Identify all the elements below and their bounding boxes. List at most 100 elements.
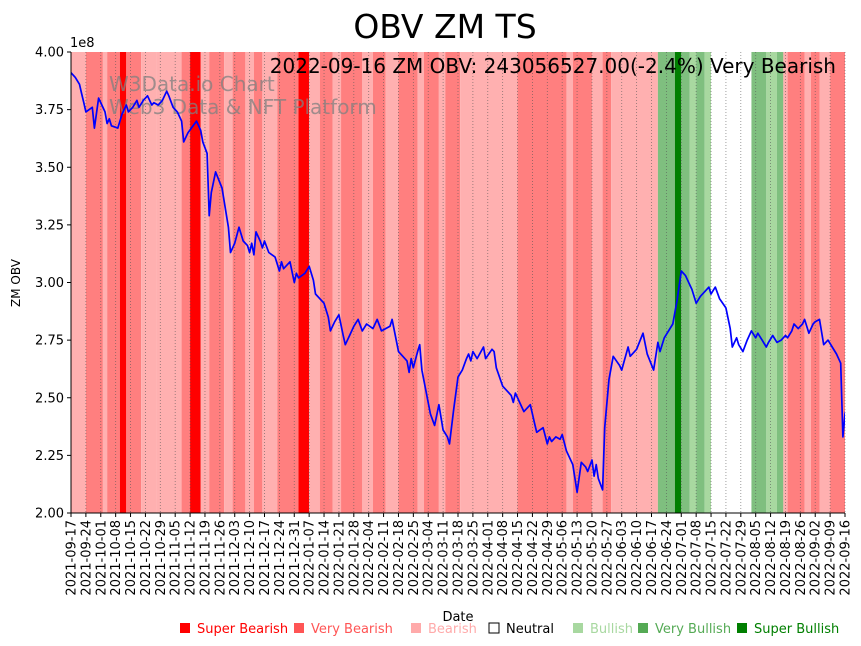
x-tick-label-10: 2021-11-26 [213, 520, 228, 596]
chart-title: OBV ZM TS [353, 7, 536, 46]
signal-band-24 [372, 52, 386, 513]
x-tick-label-25: 2022-03-11 [437, 520, 452, 596]
x-tick-label-3: 2021-10-08 [109, 520, 124, 596]
legend-swatch-0 [180, 623, 190, 633]
x-tick-label-52: 2022-09-16 [839, 520, 854, 596]
signal-band-18 [298, 52, 310, 513]
signal-band-9 [190, 52, 201, 513]
signal-band-43 [704, 52, 712, 513]
x-tick-label-13: 2021-12-17 [258, 520, 273, 596]
legend-label-3: Neutral [506, 622, 554, 637]
signal-band-8 [181, 52, 191, 513]
x-axis-label: Date [442, 610, 473, 625]
signal-band-1 [85, 52, 103, 513]
legend-label-1: Very Bearish [311, 622, 393, 637]
signal-band-46 [766, 52, 777, 513]
signal-band-49 [787, 52, 805, 513]
signal-band-37 [611, 52, 658, 513]
x-tick-label-2: 2021-10-01 [94, 520, 109, 596]
signal-band-33 [566, 52, 573, 513]
signal-band-45 [751, 52, 767, 513]
x-tick-label-29: 2022-04-08 [496, 520, 511, 596]
x-tick-label-34: 2022-05-13 [571, 520, 586, 596]
signal-band-28 [423, 52, 439, 513]
x-tick-label-16: 2022-01-07 [303, 520, 318, 596]
x-tick-label-23: 2022-02-25 [407, 520, 422, 596]
signal-band-20 [319, 52, 333, 513]
signal-band-44 [711, 52, 752, 513]
x-tick-label-11: 2021-12-03 [228, 520, 243, 596]
signal-band-21 [332, 52, 342, 513]
signal-band-27 [417, 52, 424, 513]
x-tick-label-17: 2022-01-14 [318, 520, 333, 596]
legend-label-2: Bearish [428, 622, 477, 637]
x-tick-label-4: 2021-10-15 [124, 520, 139, 596]
y-tick-label-6: 3.50 [35, 161, 64, 176]
x-tick-label-14: 2021-12-24 [273, 520, 288, 596]
legend-swatch-6 [737, 623, 747, 633]
signal-band-41 [689, 52, 697, 513]
signal-band-53 [830, 52, 845, 513]
signal-band-34 [572, 52, 592, 513]
x-tick-label-0: 2021-09-17 [65, 520, 80, 596]
x-tick-label-38: 2022-06-10 [630, 520, 645, 596]
x-gridlines [70, 52, 846, 513]
x-tick-label-8: 2021-11-12 [184, 520, 199, 596]
legend-label-5: Very Bullish [655, 622, 731, 637]
legend: Super Bearish Very Bearish Bearish Neutral B… [180, 622, 839, 637]
x-tick-label-43: 2022-07-15 [705, 520, 720, 596]
signal-band-39 [674, 52, 682, 513]
y-tick-label-0: 2.00 [35, 507, 64, 522]
x-tick-label-45: 2022-07-29 [734, 520, 749, 596]
signal-band-5 [126, 52, 142, 513]
x-tick-label-5: 2021-10-22 [139, 520, 154, 596]
y-tick-label-2: 2.50 [35, 391, 64, 406]
signal-band-42 [696, 52, 705, 513]
y-axis-ticks: 2.00 2.25 2.50 2.75 3.00 3.25 3.50 3.75 4.00 [35, 46, 71, 522]
y-tick-label-7: 3.75 [35, 103, 64, 118]
legend-swatch-1 [294, 623, 304, 633]
signal-band-12 [224, 52, 233, 513]
signal-band-36 [602, 52, 612, 513]
signal-band-10 [200, 52, 210, 513]
x-tick-label-9: 2021-11-19 [199, 520, 214, 596]
signal-band-35 [591, 52, 603, 513]
legend-swatch-5 [638, 623, 648, 633]
signal-band-11 [209, 52, 225, 513]
y-tick-label-4: 3.00 [35, 276, 64, 291]
signal-band-4 [119, 52, 127, 513]
signal-band-16 [262, 52, 278, 513]
x-tick-label-21: 2022-02-11 [377, 520, 392, 596]
x-tick-label-22: 2022-02-18 [392, 520, 407, 596]
signal-band-13 [232, 52, 246, 513]
x-tick-label-6: 2021-10-29 [154, 520, 169, 596]
x-tick-label-24: 2022-03-04 [422, 520, 437, 596]
x-tick-label-30: 2022-04-15 [511, 520, 526, 596]
y-axis-label: ZM OBV [9, 258, 23, 307]
signal-band-32 [517, 52, 567, 513]
x-axis-ticks: 2021-09-17 2021-09-24 2021-10-01 2021-10-08… [65, 513, 854, 596]
legend-label-0: Super Bearish [197, 622, 288, 637]
x-tick-label-39: 2022-06-17 [645, 520, 660, 596]
legend-label-4: Bullish [590, 622, 633, 637]
watermark: W3Data.io Chart Web3 Data & NFT Platform [109, 72, 377, 119]
signal-band-22 [341, 52, 363, 513]
signal-band-47 [776, 52, 784, 513]
series-line-0 [71, 72, 845, 494]
x-tick-label-49: 2022-08-26 [794, 520, 809, 596]
signal-band-40 [681, 52, 690, 513]
x-tick-label-36: 2022-05-27 [600, 520, 615, 596]
x-tick-label-50: 2022-09-02 [809, 520, 824, 596]
signal-band-30 [445, 52, 461, 513]
signal-band-48 [783, 52, 788, 513]
signal-band-15 [253, 52, 263, 513]
y-tick-label-8: 4.00 [35, 46, 64, 61]
x-tick-label-32: 2022-04-29 [541, 520, 556, 596]
watermark-line-1: W3Data.io Chart [109, 72, 275, 96]
signal-band-3 [107, 52, 120, 513]
y-tick-label-1: 2.25 [35, 449, 64, 464]
signal-band-6 [141, 52, 157, 513]
signal-band-0 [71, 52, 86, 513]
x-tick-label-15: 2021-12-31 [288, 520, 303, 596]
signal-band-25 [385, 52, 399, 513]
